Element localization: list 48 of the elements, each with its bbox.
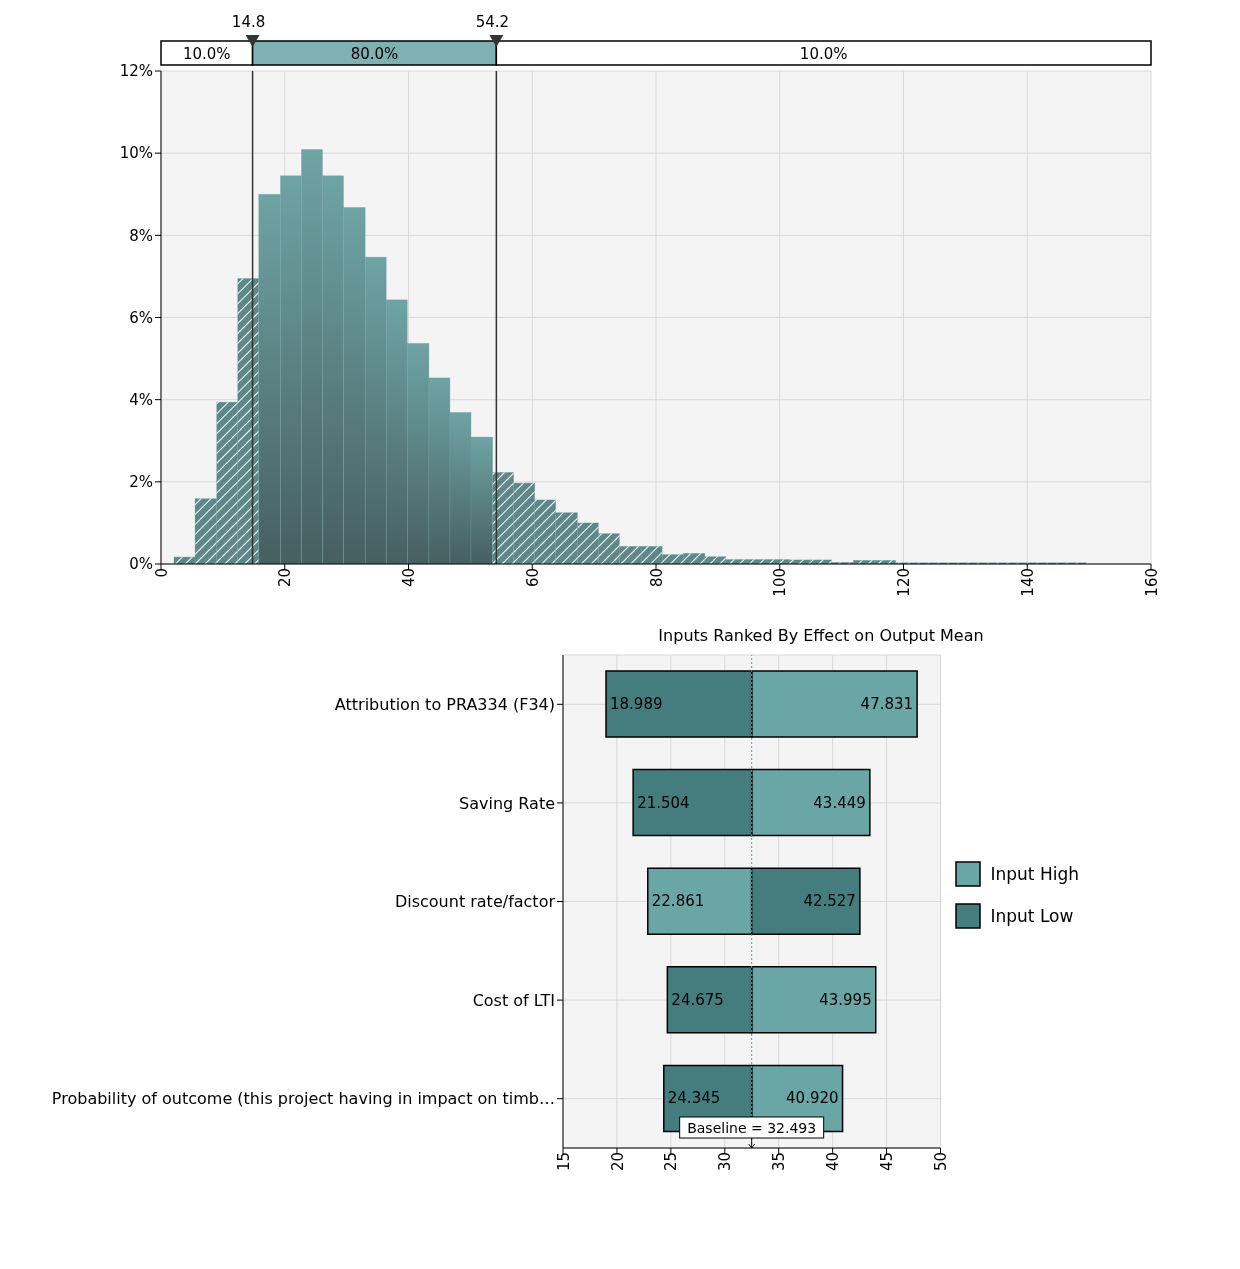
x-tick-label: 100 xyxy=(771,568,790,597)
data-label: 18.989 xyxy=(610,695,663,713)
y-tick-label: 0% xyxy=(129,555,153,574)
ref-line-label: 54.2 xyxy=(475,13,510,31)
data-label: 24.675 xyxy=(671,990,724,1009)
x-tick-label: 60 xyxy=(523,568,542,588)
x-tick-label: 140 xyxy=(1018,568,1037,597)
x-tick-label: 25 xyxy=(662,1152,681,1172)
y-tick-label: Cost of LTI xyxy=(472,990,555,1010)
text: 10.0% xyxy=(799,45,848,63)
data-label: 40.920 xyxy=(786,1089,839,1108)
x-tick-label: 120 xyxy=(895,568,914,597)
legend-label: Input High xyxy=(990,863,1079,884)
ref-line-label: Baseline = 32.493 xyxy=(687,1120,817,1136)
x-tick-label: 35 xyxy=(770,1152,789,1172)
x-tick-label: 15 xyxy=(554,1152,573,1172)
data-label: 22.861 xyxy=(651,892,705,911)
x-tick-label: 30 xyxy=(716,1152,735,1172)
text: 10.0% xyxy=(182,45,231,63)
x-tick-label: 40 xyxy=(824,1152,843,1172)
data-label: 43.995 xyxy=(819,990,872,1009)
y-tick-label: Discount rate/factor xyxy=(394,892,556,912)
chart-title: Inputs Ranked By Effect on Output Mean xyxy=(657,626,985,645)
y-tick-label: 2% xyxy=(129,473,153,492)
ref-line-label: 14.8 xyxy=(231,13,266,31)
y-tick-label: Saving Rate xyxy=(459,793,555,813)
x-tick-label: 45 xyxy=(878,1152,897,1172)
data-label: 43.449 xyxy=(813,793,866,812)
data-label: 24.345 xyxy=(667,1089,721,1108)
data-label: 21.504 xyxy=(637,793,690,812)
text: 80.0% xyxy=(350,45,399,63)
x-tick-label: 40 xyxy=(400,568,419,588)
x-tick-label: 20 xyxy=(608,1152,627,1172)
y-tick-label: 12% xyxy=(119,62,153,81)
x-tick-label: 0 xyxy=(152,568,171,578)
y-tick-label: 8% xyxy=(129,226,153,245)
legend-label: Input Low xyxy=(990,905,1074,926)
x-tick-label: 160 xyxy=(1142,568,1161,597)
y-tick-label: Attribution to PRA334 (F34) xyxy=(334,694,555,714)
y-tick-label: Probability of outcome (this project having in impact on timb… xyxy=(51,1089,555,1109)
x-tick-label: 50 xyxy=(932,1152,951,1172)
y-tick-label: 6% xyxy=(129,308,153,327)
y-tick-label: 4% xyxy=(129,390,153,409)
data-label: 42.527 xyxy=(803,892,856,911)
x-tick-label: 20 xyxy=(276,568,295,588)
y-tick-label: 10% xyxy=(119,144,153,163)
data-label: 47.831 xyxy=(860,695,914,713)
x-tick-label: 80 xyxy=(647,568,666,588)
